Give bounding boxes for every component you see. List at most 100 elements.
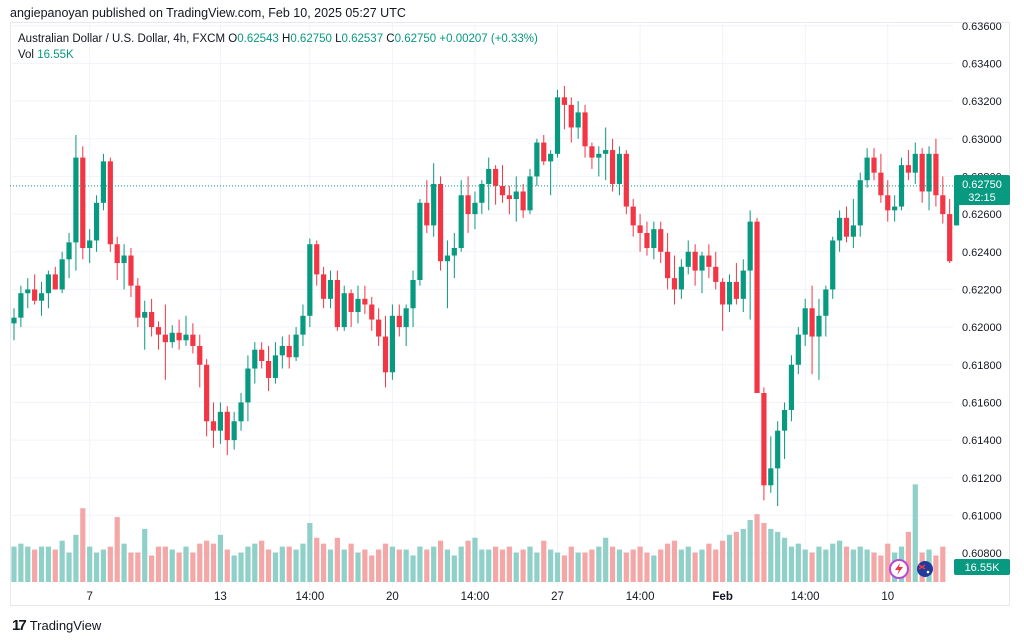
candle xyxy=(265,345,272,392)
volume-bar xyxy=(18,543,24,582)
candle xyxy=(823,285,829,337)
volume-bar xyxy=(451,555,457,582)
time-tick-label: 20 xyxy=(386,591,399,603)
volume-bar xyxy=(830,543,836,582)
volume-legend: Vol 16.55K xyxy=(18,49,74,61)
volume-bar xyxy=(548,549,554,582)
candle xyxy=(885,180,891,222)
candle xyxy=(362,285,368,314)
candle xyxy=(713,251,719,290)
candle xyxy=(506,185,512,215)
candle xyxy=(864,148,870,188)
volume-bar xyxy=(417,546,423,582)
time-tick-label: 14:00 xyxy=(626,591,655,603)
lightning-icon[interactable] xyxy=(889,559,909,579)
candle xyxy=(162,304,168,380)
candle xyxy=(548,150,554,196)
volume-bar xyxy=(809,552,815,582)
candle xyxy=(520,183,526,218)
volume-bar xyxy=(658,549,664,582)
volume-bar xyxy=(933,555,939,582)
volume-bar xyxy=(616,549,623,582)
volume-bar xyxy=(369,555,375,582)
candle xyxy=(396,304,402,337)
candle xyxy=(534,138,540,186)
time-axis-ticks: 7 13 14:00 20 14:00 27 14:00 Feb 14:00 10 xyxy=(86,591,894,603)
volume-bar xyxy=(204,540,210,582)
candle xyxy=(59,251,65,294)
candle xyxy=(80,146,86,260)
volume-bar xyxy=(864,549,870,582)
volume-bar xyxy=(465,540,471,582)
volume-bar xyxy=(307,523,313,582)
volume-bar xyxy=(527,546,533,582)
volume-bar xyxy=(444,549,451,582)
volume-bar xyxy=(603,537,609,582)
time-tick-label: 14:00 xyxy=(791,591,820,603)
volume-bar xyxy=(706,543,712,582)
volume-bar xyxy=(321,543,327,582)
candle xyxy=(142,300,148,350)
candle xyxy=(73,135,79,271)
candle xyxy=(609,138,616,192)
volume-bar xyxy=(541,540,547,582)
volume-value: 16.55K xyxy=(37,49,74,61)
candle xyxy=(541,135,547,166)
volume-bar xyxy=(155,546,162,582)
candle xyxy=(224,406,230,456)
candle xyxy=(768,436,774,493)
volume-tag-value: 16.55K xyxy=(965,562,1001,574)
candle xyxy=(892,195,898,222)
candle xyxy=(589,142,595,169)
candle xyxy=(341,285,347,331)
candle xyxy=(252,342,258,384)
volume-bar xyxy=(183,546,189,582)
candle xyxy=(424,180,430,233)
candle xyxy=(947,199,953,264)
volume-bar xyxy=(252,543,258,582)
volume-bar xyxy=(73,534,79,582)
volume-bar xyxy=(768,528,774,582)
candle xyxy=(327,270,334,309)
candle xyxy=(706,244,712,279)
volume-bar xyxy=(80,508,86,582)
candle xyxy=(321,266,327,309)
volume-bar xyxy=(843,546,850,582)
candle xyxy=(499,165,506,203)
candle xyxy=(11,308,17,341)
candle xyxy=(376,308,382,346)
time-tick-label: 14:00 xyxy=(295,591,324,603)
volume-bar xyxy=(520,549,526,582)
candle xyxy=(830,236,836,299)
candle xyxy=(107,157,113,252)
candle xyxy=(726,274,733,313)
volume-bar xyxy=(775,531,781,582)
volume-bar xyxy=(582,552,588,582)
volume-bar xyxy=(479,549,485,582)
candle xyxy=(465,176,471,233)
candle xyxy=(458,180,464,252)
volume-bar xyxy=(431,546,437,582)
price-axis-ticks: 0.636000.634000.632000.630000.628000.626… xyxy=(962,21,1002,560)
candle xyxy=(857,172,863,237)
volume-bar xyxy=(713,549,719,582)
australia-flag-icon[interactable] xyxy=(917,561,933,577)
candle xyxy=(837,210,843,252)
volume-bar xyxy=(726,534,733,582)
candle xyxy=(100,153,107,211)
volume-bar xyxy=(300,543,306,582)
price-tick-label: 0.63400 xyxy=(962,58,1002,70)
candle xyxy=(444,240,451,309)
volume-bar xyxy=(210,543,217,582)
candle xyxy=(369,296,375,331)
footer-brand[interactable]: 17 TradingView xyxy=(12,617,101,634)
candle xyxy=(403,304,409,346)
candle xyxy=(720,278,726,331)
volume-bar xyxy=(190,552,196,582)
time-tick-label: 27 xyxy=(551,591,564,603)
volume-tag: 16.55K xyxy=(954,559,1010,575)
volume-bar xyxy=(857,546,863,582)
volume-bar xyxy=(458,546,464,582)
bar-countdown: 32:15 xyxy=(968,192,996,204)
